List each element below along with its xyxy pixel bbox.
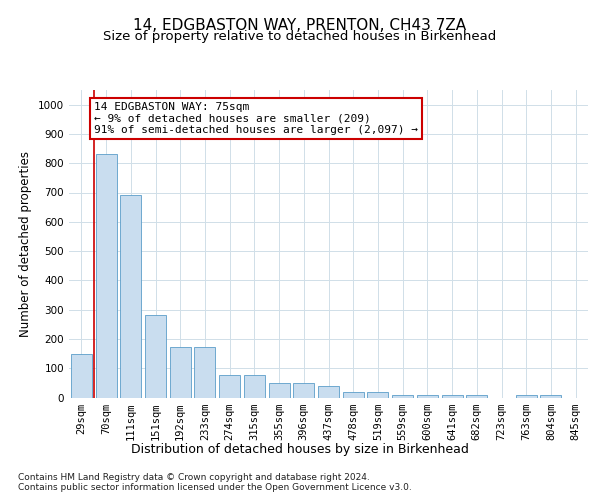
- Bar: [442, 394, 463, 398]
- Bar: [392, 394, 413, 398]
- Y-axis label: Number of detached properties: Number of detached properties: [19, 151, 32, 337]
- Text: Size of property relative to detached houses in Birkenhead: Size of property relative to detached ho…: [103, 30, 497, 43]
- Bar: [417, 394, 438, 398]
- Text: 14 EDGBASTON WAY: 75sqm
← 9% of detached houses are smaller (209)
91% of semi-de: 14 EDGBASTON WAY: 75sqm ← 9% of detached…: [94, 102, 418, 135]
- Text: Contains public sector information licensed under the Open Government Licence v3: Contains public sector information licen…: [18, 484, 412, 492]
- Bar: [120, 196, 141, 398]
- Bar: [194, 347, 215, 398]
- Bar: [244, 375, 265, 398]
- Bar: [269, 383, 290, 398]
- Text: Distribution of detached houses by size in Birkenhead: Distribution of detached houses by size …: [131, 442, 469, 456]
- Bar: [170, 347, 191, 398]
- Bar: [95, 154, 116, 398]
- Bar: [541, 394, 562, 398]
- Text: Contains HM Land Registry data © Crown copyright and database right 2024.: Contains HM Land Registry data © Crown c…: [18, 472, 370, 482]
- Bar: [71, 354, 92, 398]
- Bar: [318, 386, 339, 398]
- Bar: [293, 383, 314, 398]
- Bar: [343, 392, 364, 398]
- Bar: [145, 314, 166, 398]
- Bar: [466, 394, 487, 398]
- Bar: [367, 392, 388, 398]
- Bar: [219, 375, 240, 398]
- Text: 14, EDGBASTON WAY, PRENTON, CH43 7ZA: 14, EDGBASTON WAY, PRENTON, CH43 7ZA: [133, 18, 467, 32]
- Bar: [516, 394, 537, 398]
